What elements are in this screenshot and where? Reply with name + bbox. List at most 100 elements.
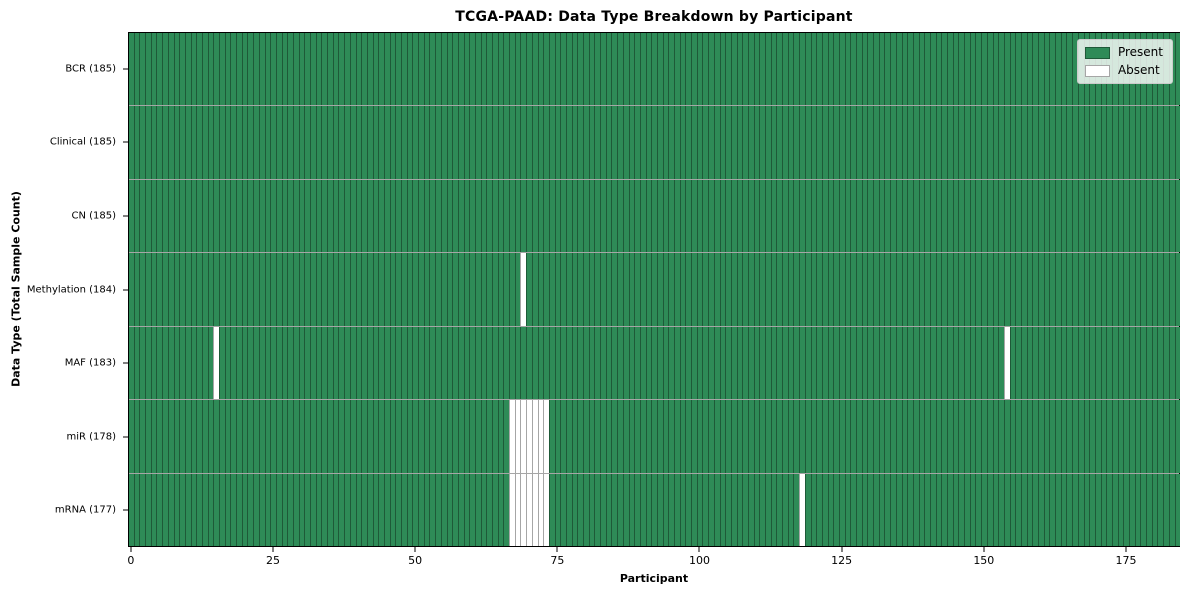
- present-cell: [1100, 179, 1107, 253]
- present-cell: [401, 326, 407, 400]
- present-cell: [890, 179, 896, 253]
- present-cell: [770, 33, 777, 106]
- present-cell: [492, 400, 498, 473]
- present-cell: [1134, 400, 1141, 473]
- present-cell: [776, 253, 783, 326]
- present-cell: [1106, 106, 1112, 179]
- present-cell: [782, 326, 788, 400]
- absent-cell: [531, 400, 538, 473]
- present-cell: [1038, 179, 1044, 253]
- present-cell: [873, 106, 879, 179]
- present-cell: [480, 326, 487, 400]
- present-cell: [952, 106, 959, 179]
- present-cell: [469, 106, 475, 179]
- present-cell: [361, 33, 367, 106]
- present-cell: [639, 106, 646, 179]
- present-cell: [236, 473, 242, 546]
- present-cell: [344, 106, 350, 179]
- present-cell: [531, 33, 538, 106]
- present-cell: [298, 106, 305, 179]
- present-cell: [964, 400, 970, 473]
- present-cell: [708, 253, 714, 326]
- present-cell: [753, 179, 760, 253]
- present-cell: [969, 253, 976, 326]
- present-cell: [998, 400, 1004, 473]
- present-cell: [605, 400, 612, 473]
- present-cell: [446, 106, 453, 179]
- absent-cell: [520, 473, 527, 546]
- present-cell: [730, 106, 737, 179]
- present-cell: [184, 33, 191, 106]
- present-cell: [577, 253, 583, 326]
- present-cell: [685, 253, 692, 326]
- present-cell: [924, 326, 930, 400]
- present-cell: [890, 400, 896, 473]
- present-cell: [628, 33, 635, 106]
- y-tick-label: miR (178): [66, 431, 116, 443]
- present-cell: [622, 33, 629, 106]
- present-cell: [867, 106, 874, 179]
- present-cell: [685, 33, 692, 106]
- present-cell: [969, 33, 976, 106]
- present-cell: [730, 400, 737, 473]
- present-cell: [298, 179, 305, 253]
- present-cell: [816, 473, 822, 546]
- present-cell: [958, 33, 965, 106]
- present-cell: [867, 179, 874, 253]
- present-cell: [469, 473, 475, 546]
- present-cell: [486, 253, 492, 326]
- present-cell: [531, 179, 538, 253]
- present-cell: [691, 253, 697, 326]
- present-cell: [998, 179, 1004, 253]
- present-cell: [480, 400, 487, 473]
- present-cell: [315, 400, 322, 473]
- present-cell: [503, 106, 510, 179]
- present-cell: [230, 106, 237, 179]
- present-cell: [145, 253, 151, 326]
- present-cell: [856, 400, 862, 473]
- present-cell: [1038, 33, 1044, 106]
- present-cell: [617, 400, 623, 473]
- present-cell: [401, 253, 407, 326]
- present-cell: [378, 33, 384, 106]
- present-cell: [531, 253, 538, 326]
- present-cell: [129, 106, 134, 179]
- present-cell: [435, 400, 441, 473]
- present-cell: [1146, 473, 1152, 546]
- present-cell: [827, 326, 834, 400]
- present-cell: [1106, 326, 1112, 400]
- present-cell: [1083, 326, 1090, 400]
- absent-cell: [799, 473, 805, 546]
- present-cell: [1146, 106, 1152, 179]
- present-cell: [742, 326, 748, 400]
- present-cell: [548, 179, 555, 253]
- present-cell: [821, 33, 828, 106]
- present-cell: [725, 106, 731, 179]
- present-cell: [219, 473, 225, 546]
- present-cell: [389, 253, 396, 326]
- present-cell: [645, 33, 652, 106]
- present-cell: [668, 33, 674, 106]
- present-cell: [156, 33, 163, 106]
- present-cell: [133, 106, 140, 179]
- present-cell: [1089, 473, 1095, 546]
- present-cell: [924, 400, 930, 473]
- present-cell: [184, 106, 191, 179]
- present-cell: [1066, 400, 1073, 473]
- present-cell: [952, 400, 959, 473]
- present-cell: [497, 106, 504, 179]
- present-cell: [310, 253, 316, 326]
- present-cell: [474, 326, 481, 400]
- present-cell: [344, 33, 350, 106]
- present-cell: [935, 473, 942, 546]
- present-cell: [230, 253, 237, 326]
- present-cell: [463, 326, 470, 400]
- present-cell: [167, 33, 174, 106]
- present-cell: [531, 106, 538, 179]
- present-cell: [315, 33, 322, 106]
- present-cell: [133, 179, 140, 253]
- present-cell: [668, 179, 674, 253]
- present-cell: [588, 33, 595, 106]
- present-cell: [167, 179, 174, 253]
- present-cell: [986, 106, 993, 179]
